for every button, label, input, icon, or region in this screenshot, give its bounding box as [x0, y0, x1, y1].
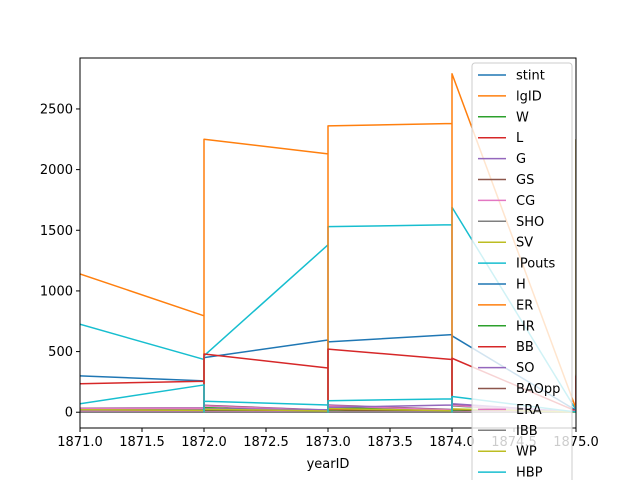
y-tick-label: 1000	[40, 284, 73, 299]
x-axis-label: yearID	[307, 457, 350, 472]
legend-label-er: ER	[516, 298, 533, 313]
x-tick-label: 1873.0	[305, 435, 351, 450]
y-tick-label: 500	[48, 345, 73, 360]
x-tick-label: 1872.0	[181, 435, 227, 450]
legend-label-stint: stint	[516, 69, 545, 84]
legend-label-gs: GS	[516, 173, 534, 188]
legend-label-hbp: HBP	[516, 466, 543, 480]
legend-label-w: W	[516, 110, 529, 125]
legend-label-l: L	[516, 131, 524, 146]
legend-label-cg: CG	[516, 194, 535, 209]
legend-label-lgid: lgID	[516, 89, 542, 104]
legend-label-g: G	[516, 152, 526, 167]
legend-label-baopp: BAOpp	[516, 382, 560, 397]
x-tick-label: 1871.0	[57, 435, 103, 450]
legend-label-ibb: IBB	[516, 424, 538, 439]
x-tick-label: 1874.0	[429, 435, 475, 450]
y-tick-label: 2000	[40, 163, 73, 178]
legend-label-hr: HR	[516, 319, 535, 334]
y-tick-label: 0	[65, 406, 73, 421]
legend-label-era: ERA	[516, 403, 542, 418]
legend-label-sv: SV	[516, 236, 533, 251]
x-tick-label: 1871.5	[119, 435, 165, 450]
legend-box	[471, 62, 573, 480]
x-tick-label: 1873.5	[367, 435, 413, 450]
legend-label-ipouts: IPouts	[516, 257, 556, 272]
x-tick-label: 1872.5	[243, 435, 289, 450]
legend-label-so: SO	[516, 361, 534, 376]
legend-label-wp: WP	[516, 445, 537, 460]
legend-label-sho: SHO	[516, 215, 544, 230]
y-tick-label: 2500	[40, 102, 73, 117]
legend-label-h: H	[516, 278, 526, 293]
y-axis: 0 500 1000 1500 2000 2500	[40, 102, 80, 421]
y-tick-label: 1500	[40, 224, 73, 239]
legend-label-bb: BB	[516, 340, 534, 355]
legend: stint lgID WLG GS CG SHO SV IPouts H ER HR BB SO BAOp…	[471, 62, 573, 480]
